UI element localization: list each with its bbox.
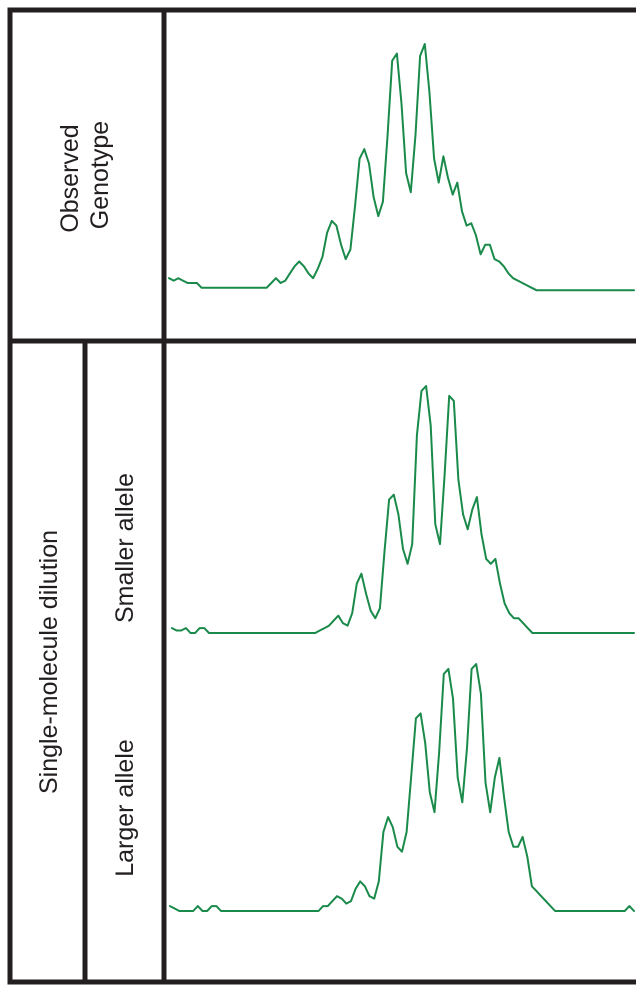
trace-smaller-allele <box>171 385 635 634</box>
label-single-molecule-dilution: Single-molecule dilution <box>35 530 63 794</box>
trace-larger-allele <box>169 663 635 912</box>
trace-observed-genotype <box>168 43 635 292</box>
label-observed-line2: Genotype <box>86 121 114 229</box>
label-larger-allele: Larger allele <box>111 739 139 877</box>
labels: Observed Genotype Single-molecule diluti… <box>35 117 139 877</box>
traces <box>168 43 635 912</box>
label-observed-genotype: Observed Genotype <box>56 117 114 232</box>
label-observed-line1: Observed <box>56 124 84 232</box>
frame <box>7 7 636 985</box>
label-smaller-allele: Smaller allele <box>111 473 139 623</box>
